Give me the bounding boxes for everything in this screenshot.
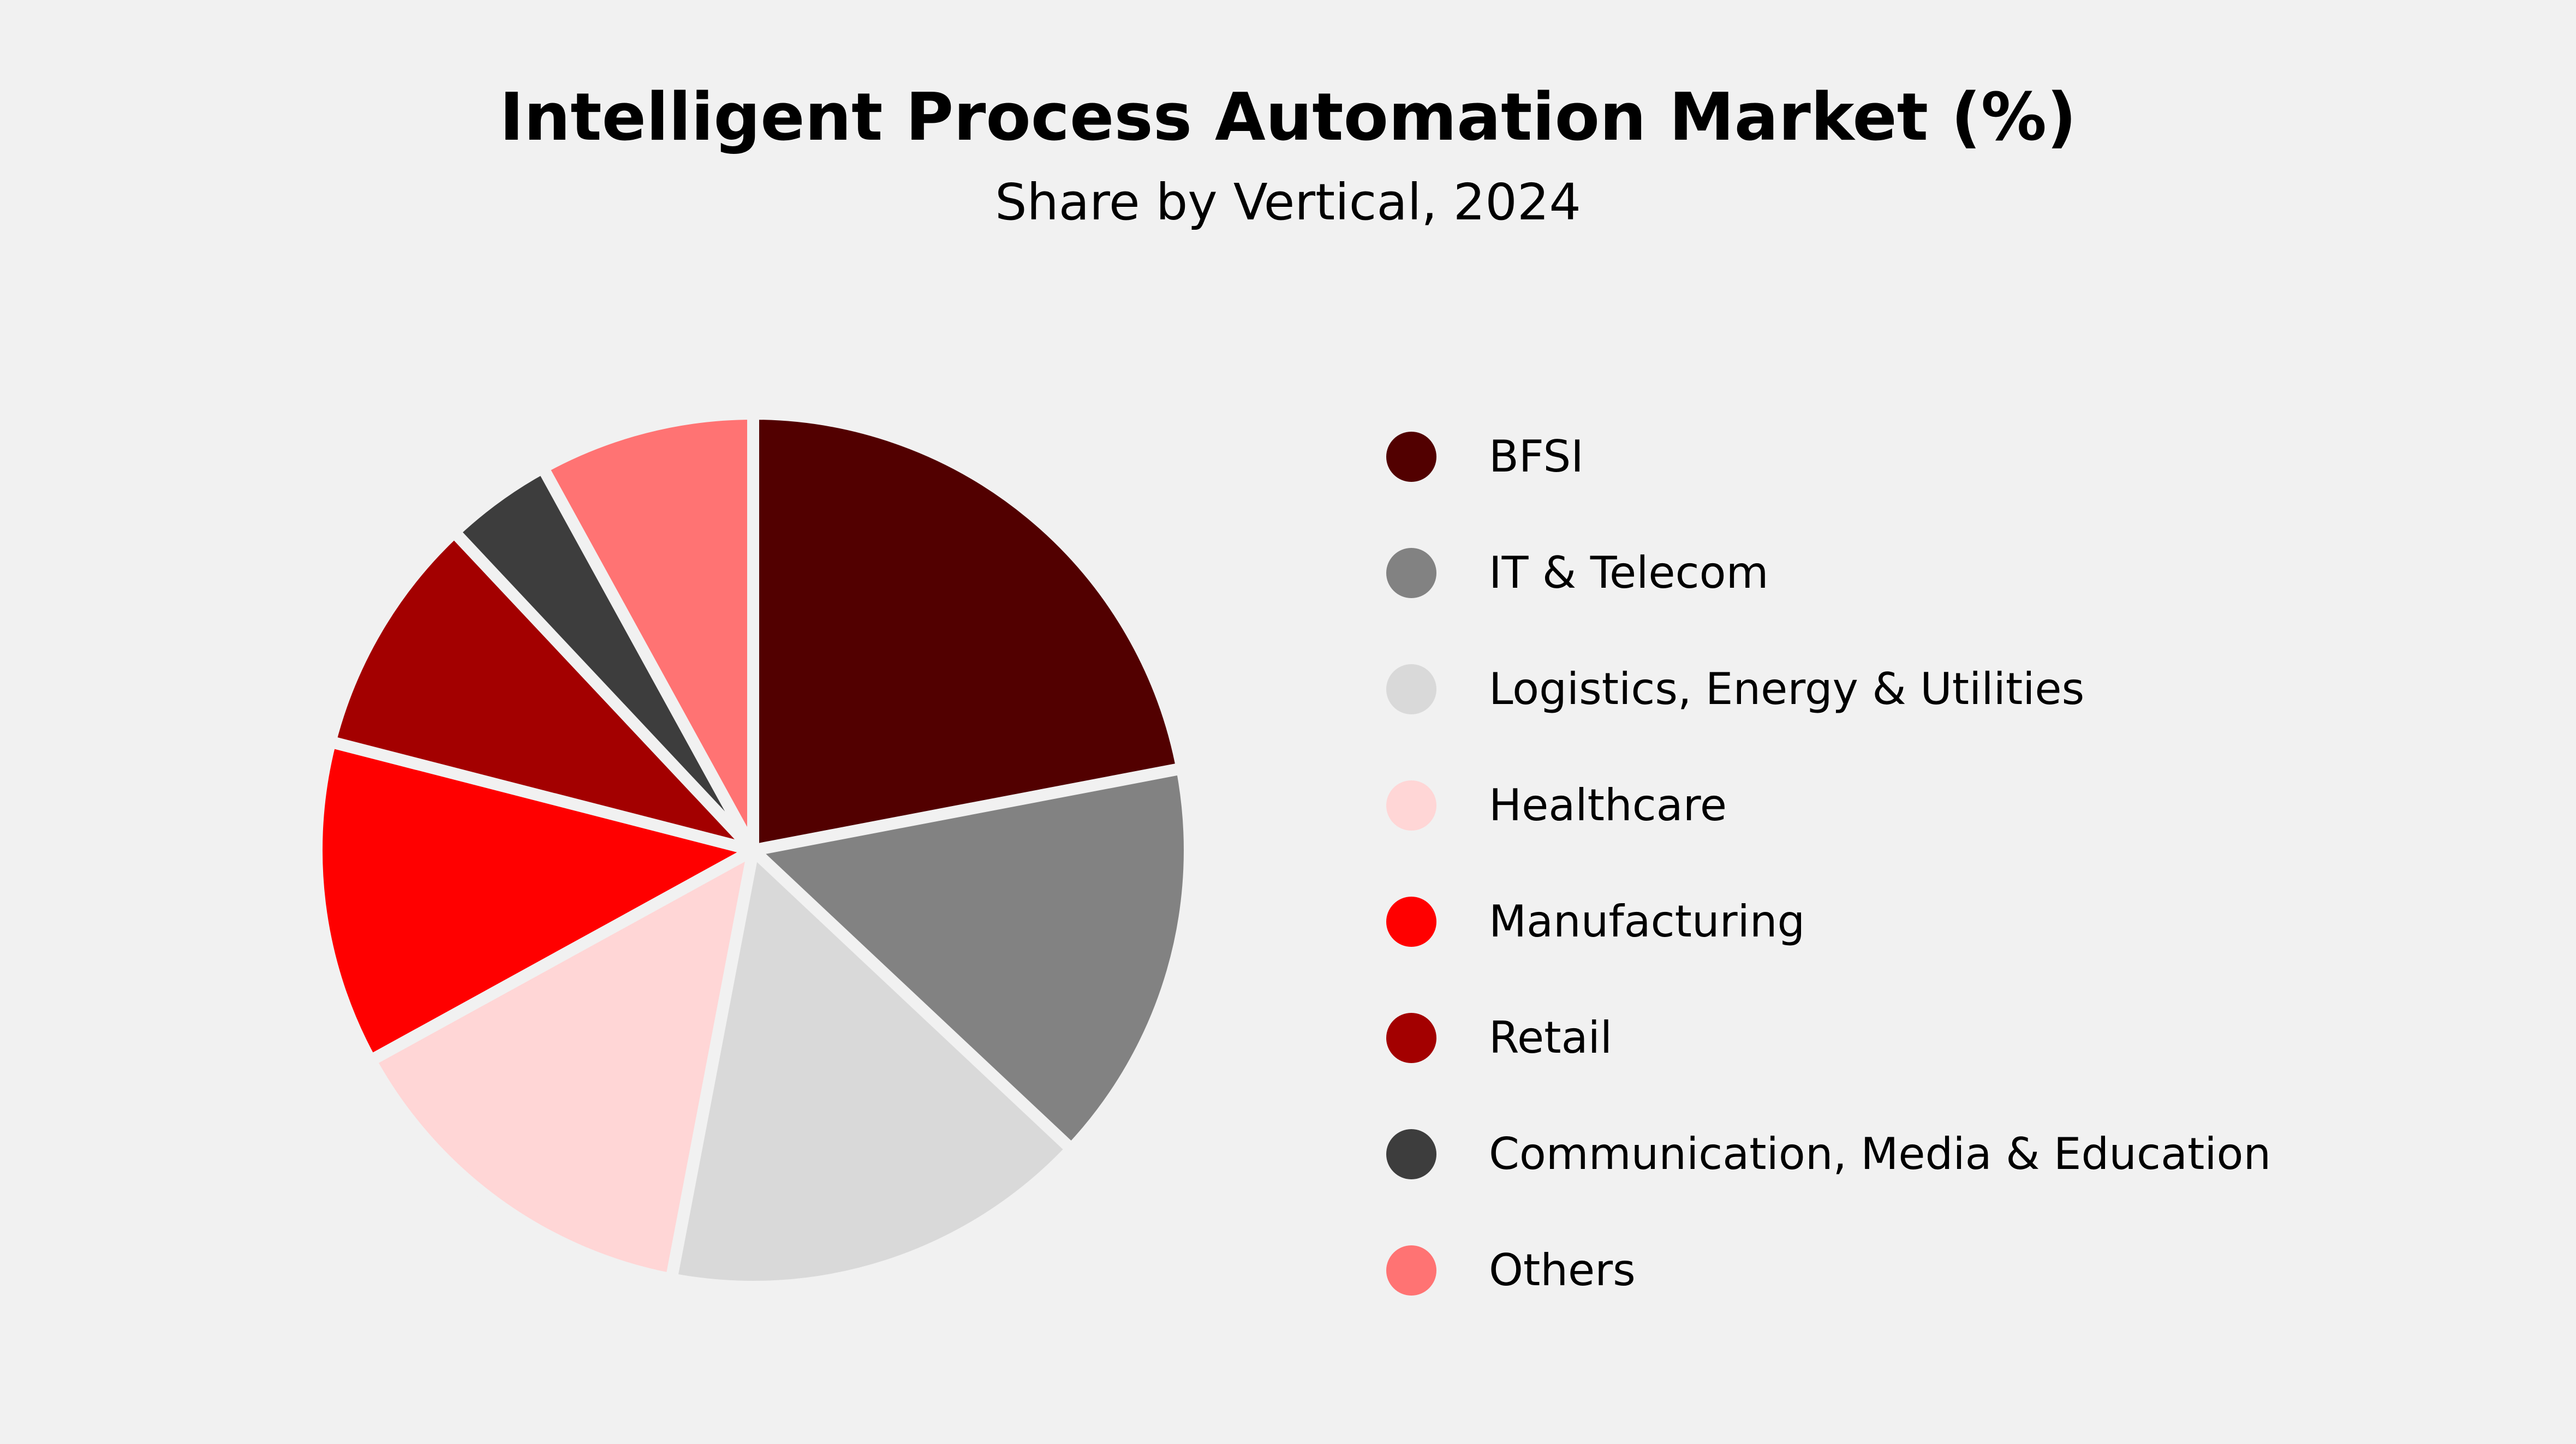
- legend-swatch-healthcare: [1386, 780, 1436, 831]
- legend-item-manufacturing: Manufacturing: [1386, 863, 2271, 980]
- pie-slice-manufacturing: [311, 736, 759, 1067]
- legend-swatch-logistics-energy-utilities: [1386, 664, 1436, 714]
- legend-swatch-communication-media-education: [1386, 1129, 1436, 1179]
- legend-label-bfsi: BFSI: [1489, 431, 1584, 482]
- pie-slice-logistics-energy-utilities: [665, 844, 1078, 1293]
- legend-swatch-it-telecom: [1386, 547, 1436, 598]
- pie-slice-it-telecom: [747, 762, 1196, 1155]
- legend-item-others: Others: [1386, 1212, 2271, 1328]
- legend-label-it-telecom: IT & Telecom: [1489, 547, 1769, 598]
- pie-slice-bfsi: [747, 408, 1188, 856]
- legend-swatch-manufacturing: [1386, 896, 1436, 947]
- chart-legend: BFSI IT & Telecom Logistics, Energy & Util…: [1386, 398, 2271, 1328]
- pie-slice-others: [536, 408, 759, 856]
- legend-swatch-others: [1386, 1245, 1436, 1296]
- chart-subtitle: Share by Vertical, 2024: [995, 173, 1581, 231]
- legend-item-communication-media-education: Communication, Media & Education: [1386, 1096, 2271, 1212]
- pie-chart: [311, 408, 1196, 1293]
- chart-title: Intelligent Process Automation Market (%…: [499, 80, 2077, 156]
- pie-slice-healthcare: [364, 844, 759, 1285]
- legend-label-manufacturing: Manufacturing: [1489, 896, 1805, 947]
- legend-item-healthcare: Healthcare: [1386, 747, 2271, 863]
- legend-item-retail: Retail: [1386, 980, 2271, 1096]
- legend-item-logistics-energy-utilities: Logistics, Energy & Utilities: [1386, 631, 2271, 747]
- legend-label-healthcare: Healthcare: [1489, 779, 1727, 831]
- legend-swatch-bfsi: [1386, 431, 1436, 482]
- legend-label-communication-media-education: Communication, Media & Education: [1489, 1128, 2271, 1179]
- pie-slice-retail: [324, 526, 759, 856]
- legend-label-others: Others: [1489, 1244, 1636, 1296]
- legend-label-logistics-energy-utilities: Logistics, Energy & Utilities: [1489, 663, 2085, 714]
- legend-item-bfsi: BFSI: [1386, 398, 2271, 515]
- legend-swatch-retail: [1386, 1012, 1436, 1063]
- legend-label-retail: Retail: [1489, 1012, 1613, 1063]
- legend-item-it-telecom: IT & Telecom: [1386, 515, 2271, 631]
